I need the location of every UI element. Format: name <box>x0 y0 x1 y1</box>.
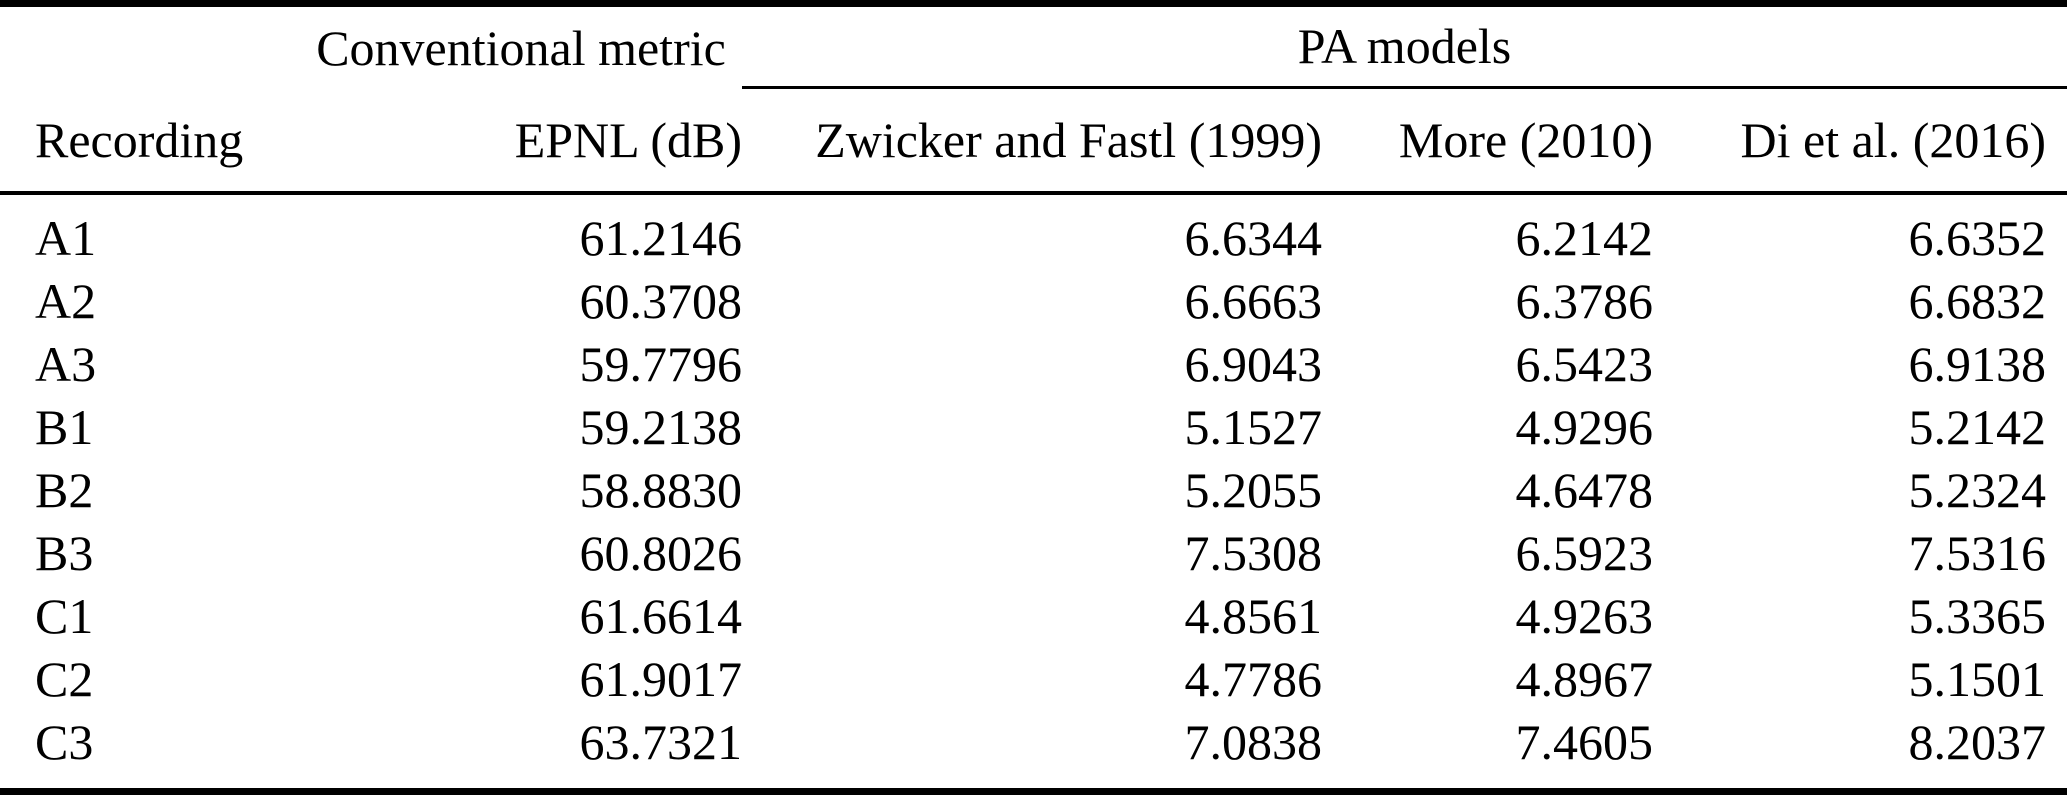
cell-di: 7.5316 <box>1908 525 2047 582</box>
cell-more: 7.4605 <box>1515 714 1654 771</box>
cell-di: 5.3365 <box>1908 588 2047 645</box>
table-group-header-row: Conventional metric PA models <box>0 7 2067 89</box>
cell-epnl: 61.9017 <box>579 651 743 708</box>
table-row: C3 63.7321 7.0838 7.4605 8.2037 <box>0 711 2067 787</box>
table-row: A3 59.7796 6.9043 6.5423 6.9138 <box>0 333 2067 396</box>
cell-recording: B1 <box>35 399 94 456</box>
cell-di: 5.2142 <box>1908 399 2047 456</box>
cell-zwicker: 6.6344 <box>1184 210 1323 267</box>
cell-zwicker: 5.2055 <box>1184 462 1323 519</box>
cell-di: 6.6832 <box>1908 273 2047 330</box>
cell-di: 8.2037 <box>1908 714 2047 771</box>
cell-di: 5.2324 <box>1908 462 2047 519</box>
cell-di: 6.6352 <box>1908 210 2047 267</box>
cell-more: 4.8967 <box>1515 651 1654 708</box>
cell-recording: C1 <box>35 588 94 645</box>
column-header-recording: Recording <box>35 111 244 168</box>
cell-epnl: 63.7321 <box>579 714 743 771</box>
table-row: A2 60.3708 6.6663 6.3786 6.6832 <box>0 270 2067 333</box>
cell-zwicker: 6.6663 <box>1184 273 1323 330</box>
cell-more: 6.2142 <box>1515 210 1654 267</box>
cell-recording: C3 <box>35 714 94 771</box>
cell-zwicker: 4.8561 <box>1184 588 1323 645</box>
group-header-pa-models: PA models <box>742 7 2067 89</box>
table-row: C2 61.9017 4.7786 4.8967 5.1501 <box>0 648 2067 711</box>
cell-recording: A1 <box>35 210 97 267</box>
cell-more: 4.9296 <box>1515 399 1654 456</box>
table-header-row: Recording EPNL (dB) Zwicker and Fastl (1… <box>0 89 2067 195</box>
cell-epnl: 60.8026 <box>579 525 743 582</box>
cell-epnl: 59.2138 <box>579 399 743 456</box>
cell-di: 6.9138 <box>1908 336 2047 393</box>
cell-more: 6.5923 <box>1515 525 1654 582</box>
table-row: B2 58.8830 5.2055 4.6478 5.2324 <box>0 459 2067 522</box>
table-row: B3 60.8026 7.5308 6.5923 7.5316 <box>0 522 2067 585</box>
table-row: C1 61.6614 4.8561 4.9263 5.3365 <box>0 585 2067 648</box>
table-body: A1 61.2146 6.6344 6.2142 6.6352 A2 60.37… <box>0 195 2067 787</box>
cell-zwicker: 4.7786 <box>1184 651 1323 708</box>
column-header-di-et-al: Di et al. (2016) <box>1740 111 2046 168</box>
cell-zwicker: 5.1527 <box>1184 399 1323 456</box>
cell-zwicker: 6.9043 <box>1184 336 1323 393</box>
cell-recording: C2 <box>35 651 94 708</box>
cell-more: 4.9263 <box>1515 588 1654 645</box>
cell-epnl: 58.8830 <box>579 462 743 519</box>
cell-zwicker: 7.5308 <box>1184 525 1323 582</box>
column-header-more: More (2010) <box>1398 111 1653 168</box>
group-header-conventional-metric: Conventional metric <box>316 19 726 76</box>
table-row: B1 59.2138 5.1527 4.9296 5.2142 <box>0 396 2067 459</box>
cell-epnl: 60.3708 <box>579 273 743 330</box>
cell-recording: A2 <box>35 273 97 330</box>
cell-zwicker: 7.0838 <box>1184 714 1323 771</box>
cell-more: 4.6478 <box>1515 462 1654 519</box>
cell-epnl: 59.7796 <box>579 336 743 393</box>
cell-epnl: 61.2146 <box>579 210 743 267</box>
cell-recording: B2 <box>35 462 94 519</box>
table-row: A1 61.2146 6.6344 6.2142 6.6352 <box>0 195 2067 270</box>
cell-di: 5.1501 <box>1908 651 2047 708</box>
column-header-epnl: EPNL (dB) <box>514 111 742 168</box>
cell-recording: B3 <box>35 525 94 582</box>
cell-epnl: 61.6614 <box>579 588 743 645</box>
cell-more: 6.5423 <box>1515 336 1654 393</box>
cell-more: 6.3786 <box>1515 273 1654 330</box>
column-header-zwicker-fastl: Zwicker and Fastl (1999) <box>815 111 1322 168</box>
cell-recording: A3 <box>35 336 97 393</box>
